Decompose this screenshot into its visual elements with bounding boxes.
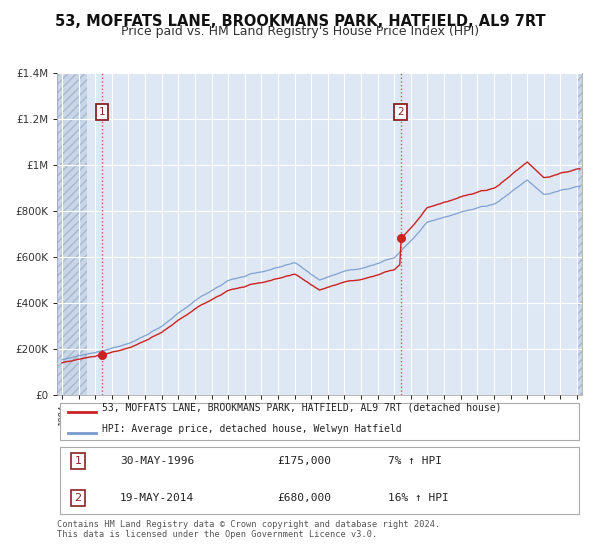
FancyBboxPatch shape (59, 447, 580, 514)
Bar (57, 73, 87, 395)
Text: Price paid vs. HM Land Registry's House Price Index (HPI): Price paid vs. HM Land Registry's House … (121, 25, 479, 38)
Text: 16% ↑ HPI: 16% ↑ HPI (388, 493, 449, 503)
Text: 7% ↑ HPI: 7% ↑ HPI (388, 456, 442, 466)
Text: HPI: Average price, detached house, Welwyn Hatfield: HPI: Average price, detached house, Welw… (101, 424, 401, 435)
FancyBboxPatch shape (59, 403, 580, 440)
Text: 19-MAY-2014: 19-MAY-2014 (120, 493, 194, 503)
Text: £680,000: £680,000 (277, 493, 331, 503)
Text: 53, MOFFATS LANE, BROOKMANS PARK, HATFIELD, AL9 7RT (detached house): 53, MOFFATS LANE, BROOKMANS PARK, HATFIE… (101, 403, 501, 413)
Text: £175,000: £175,000 (277, 456, 331, 466)
Bar (57, 73, 87, 395)
Bar (577, 73, 582, 395)
Text: 2: 2 (74, 493, 82, 503)
Text: 2: 2 (397, 107, 404, 117)
Text: Contains HM Land Registry data © Crown copyright and database right 2024.
This d: Contains HM Land Registry data © Crown c… (57, 520, 440, 539)
Text: 1: 1 (74, 456, 82, 466)
Text: 30-MAY-1996: 30-MAY-1996 (120, 456, 194, 466)
Bar (577, 73, 582, 395)
Text: 1: 1 (99, 107, 106, 117)
Text: 53, MOFFATS LANE, BROOKMANS PARK, HATFIELD, AL9 7RT: 53, MOFFATS LANE, BROOKMANS PARK, HATFIE… (55, 14, 545, 29)
